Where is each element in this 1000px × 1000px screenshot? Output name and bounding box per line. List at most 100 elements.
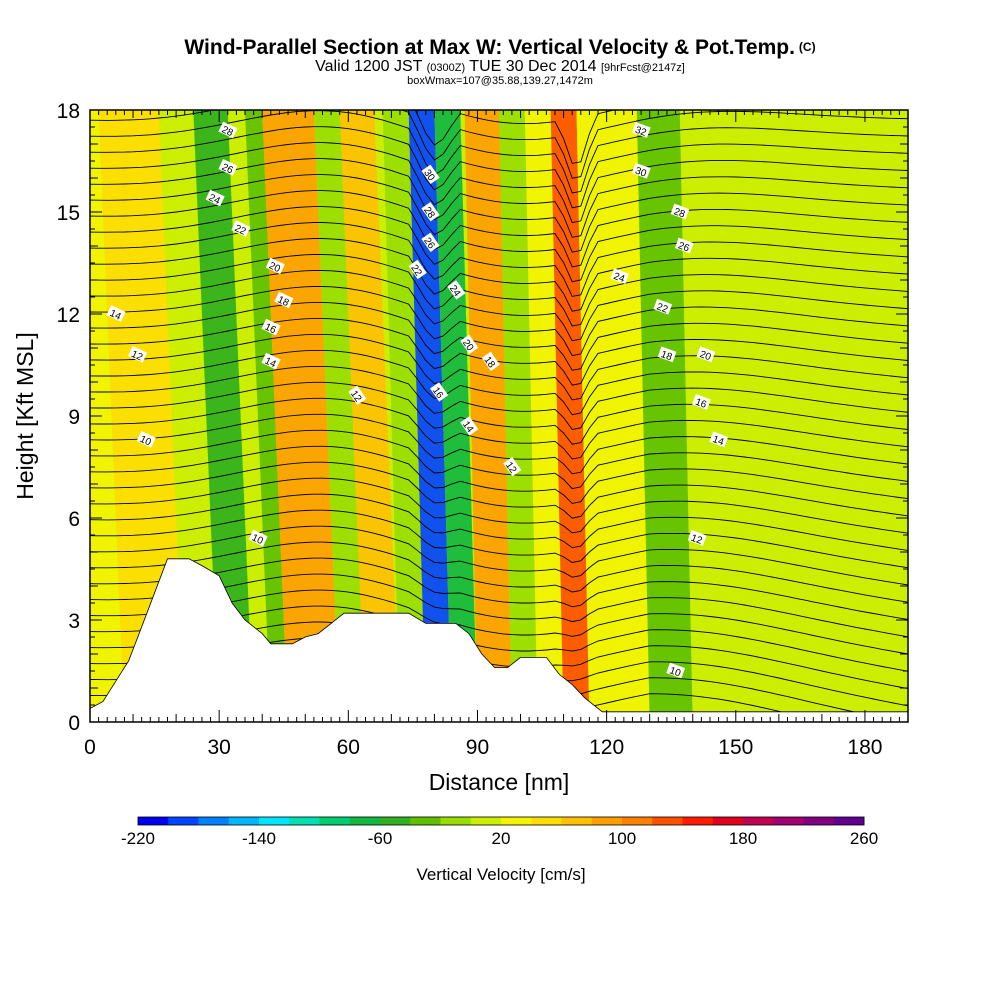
contour-label-31: 16 — [692, 394, 711, 411]
colorbar-swatch — [319, 817, 351, 825]
theta-contour-21 — [90, 333, 908, 401]
colorbar-tick-label: 260 — [850, 829, 878, 848]
colorbar-swatch — [380, 817, 411, 825]
contour-label-bg — [421, 164, 440, 185]
colorbar-tick-label: 180 — [729, 829, 757, 848]
contour-label-20: 16 — [430, 382, 449, 402]
contour-label-text: 24 — [612, 271, 627, 285]
contour-label-bg — [106, 305, 126, 322]
colorbar: -220 -140 -60 20 100 180 260 Vertical Velocity … — [121, 816, 878, 884]
colorbar-swatch — [591, 817, 623, 825]
contour-label-bg — [481, 351, 500, 372]
contour-label-33: 12 — [687, 530, 707, 547]
contour-label-text: 12 — [689, 533, 704, 547]
theta-contour-14 — [90, 445, 908, 504]
contour-label-11: 12 — [348, 385, 367, 406]
contour-label-bg — [421, 202, 440, 222]
theta-contour-11 — [90, 493, 908, 551]
theta-contour-26 — [90, 254, 908, 327]
theta-contour-7 — [90, 557, 908, 620]
contour-label-19: 18 — [481, 351, 500, 372]
theta-contour-37 — [414, 110, 617, 164]
colorbar-swatch — [652, 817, 683, 825]
theta-contour-19 — [90, 365, 908, 430]
x-tick-label: 180 — [847, 736, 882, 759]
colorbar-tick-label: -60 — [368, 829, 393, 848]
w-band-9 — [382, 110, 426, 722]
colorbar-tick-label: 20 — [492, 829, 511, 848]
contour-label-text: 22 — [655, 302, 670, 316]
contour-label-bg — [218, 121, 238, 139]
colorbar-swatch — [531, 817, 562, 825]
theta-contour-13 — [90, 461, 908, 519]
contour-label-text: 14 — [263, 356, 278, 371]
y-tick-label: 6 — [68, 508, 80, 531]
theta-contour-34 — [90, 126, 908, 209]
w-band-5 — [244, 110, 289, 722]
colorbar-swatch — [289, 817, 320, 825]
contour-label-bg — [460, 334, 479, 355]
contour-label-27: 24 — [610, 268, 630, 285]
theta-contour-31 — [90, 174, 908, 253]
theta-contour-29 — [90, 206, 908, 283]
colorbar-swatch — [349, 817, 381, 825]
theta-contour-6 — [90, 573, 908, 638]
chart-title-text: Wind-Parallel Section at Max W: Vertical… — [184, 36, 795, 59]
colorbar-swatch — [773, 817, 804, 825]
contour-label-text: 16 — [694, 397, 709, 411]
contour-label-bg — [631, 162, 651, 179]
contour-label-bg — [231, 220, 251, 237]
contour-label-bg — [670, 203, 690, 220]
contour-label-12: 10 — [248, 529, 268, 547]
x-axis-title: Distance [nm] — [429, 769, 570, 795]
theta-contour-22 — [90, 317, 908, 386]
theta-contour-27 — [90, 238, 908, 312]
terrain-mask — [89, 558, 909, 723]
contour-label-text: 14 — [711, 434, 726, 448]
x-tick-label: 30 — [207, 736, 230, 759]
w-band-11 — [434, 110, 478, 722]
theta-contour-16 — [90, 413, 908, 475]
colorbar-swatch — [561, 817, 593, 825]
contour-label-22: 12 — [503, 457, 522, 477]
colorbar-swatch — [622, 817, 653, 825]
contour-label-bg — [128, 345, 148, 363]
y-tick-label: 12 — [57, 304, 80, 327]
contour-label-bg — [261, 318, 281, 336]
contour-label-text: 22 — [233, 223, 248, 238]
theta-contour-9 — [90, 525, 908, 586]
contour-label-text: 10 — [138, 434, 153, 449]
x-tick-label: 0 — [84, 736, 96, 759]
contour-label-text: 12 — [129, 349, 144, 364]
contour-label-bg — [674, 237, 694, 254]
contour-label-text: 24 — [207, 192, 222, 207]
theta-contour-24 — [90, 286, 908, 357]
contour-label-text: 30 — [633, 166, 648, 180]
colorbar-tick-label: -140 — [242, 829, 276, 848]
theta-contour-25 — [90, 270, 908, 342]
contour-label-bg — [687, 530, 707, 546]
colorbar-swatch — [410, 817, 441, 825]
contour-label-text: 10 — [250, 532, 265, 547]
theta-contour-20 — [90, 349, 908, 416]
w-band-3 — [193, 110, 254, 722]
contour-label-9: 12 — [128, 345, 148, 364]
theta-contour-17 — [90, 397, 908, 460]
contour-label-3: 22 — [231, 220, 251, 238]
colorbar-swatch — [470, 817, 502, 825]
copyright-mark: (C) — [798, 40, 816, 54]
theta-contour-33 — [90, 142, 908, 224]
contour-label-bg — [218, 158, 238, 176]
colorbar-swatch — [833, 817, 865, 825]
contour-label-text: 14 — [108, 308, 123, 323]
terrain-profile — [89, 558, 909, 723]
contour-label-text: 10 — [668, 665, 683, 679]
contour-label-bg — [696, 346, 716, 363]
y-tick-label: 9 — [68, 406, 80, 429]
w-band-1 — [98, 110, 185, 722]
colorbar-swatch — [501, 817, 532, 825]
contour-label-bg — [408, 259, 427, 280]
w-band-17 — [636, 110, 693, 722]
contour-label-13: 30 — [421, 164, 440, 185]
